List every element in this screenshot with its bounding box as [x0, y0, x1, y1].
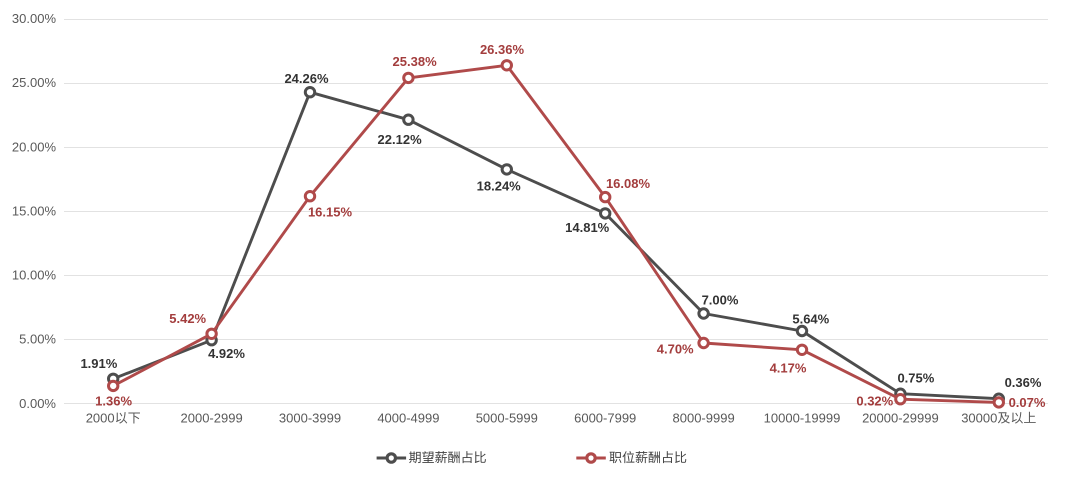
svg-text:30.00%: 30.00% [12, 11, 57, 26]
svg-text:14.81%: 14.81% [565, 220, 610, 235]
svg-text:0.00%: 0.00% [19, 396, 56, 411]
svg-text:24.26%: 24.26% [284, 71, 329, 86]
svg-text:7.00%: 7.00% [702, 292, 739, 307]
svg-text:5000-5999: 5000-5999 [476, 411, 538, 426]
svg-text:18.24%: 18.24% [477, 178, 522, 193]
svg-text:26.36%: 26.36% [480, 42, 525, 57]
svg-text:0.36%: 0.36% [1005, 375, 1042, 390]
svg-text:5.64%: 5.64% [792, 312, 829, 327]
svg-text:4000-4999: 4000-4999 [377, 411, 439, 426]
svg-text:10000-19999: 10000-19999 [764, 411, 841, 426]
svg-text:10.00%: 10.00% [12, 268, 57, 283]
svg-text:1.91%: 1.91% [80, 356, 117, 371]
svg-text:4.70%: 4.70% [657, 342, 694, 357]
svg-text:5.00%: 5.00% [19, 332, 56, 347]
svg-text:25.00%: 25.00% [12, 75, 57, 90]
svg-text:20000-29999: 20000-29999 [862, 411, 939, 426]
svg-text:25.38%: 25.38% [393, 54, 438, 69]
svg-text:6000-7999: 6000-7999 [574, 411, 636, 426]
svg-text:30000: 30000 [961, 411, 997, 426]
svg-text:22.12%: 22.12% [378, 132, 423, 147]
svg-text:4.92%: 4.92% [208, 346, 245, 361]
svg-text:20.00%: 20.00% [12, 139, 57, 154]
svg-text:8000-9999: 8000-9999 [673, 411, 735, 426]
svg-text:0.07%: 0.07% [1009, 395, 1046, 410]
svg-text:1.36%: 1.36% [95, 393, 132, 408]
svg-text:2000-2999: 2000-2999 [181, 411, 243, 426]
svg-text:0.32%: 0.32% [856, 394, 893, 409]
svg-text:2000: 2000 [86, 411, 115, 426]
svg-text:15.00%: 15.00% [12, 204, 57, 219]
svg-text:16.15%: 16.15% [308, 205, 353, 220]
svg-text:0.75%: 0.75% [897, 370, 934, 385]
svg-text:16.08%: 16.08% [606, 176, 651, 191]
svg-text:3000-3999: 3000-3999 [279, 411, 341, 426]
svg-text:5.42%: 5.42% [169, 311, 206, 326]
svg-text:4.17%: 4.17% [770, 360, 807, 375]
